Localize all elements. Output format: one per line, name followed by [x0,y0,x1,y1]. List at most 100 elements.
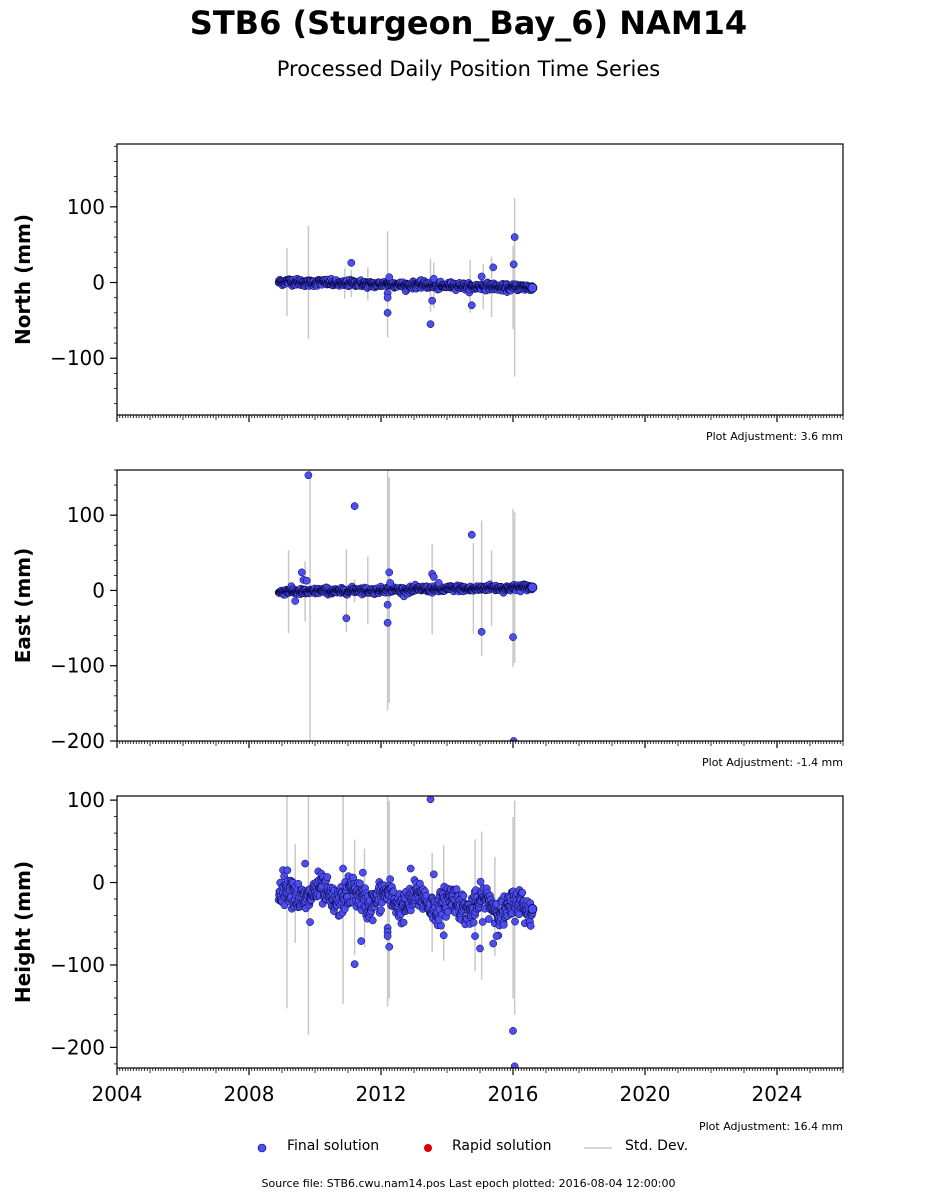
outlier-point [297,568,306,577]
last-epoch-point [527,582,538,593]
outlier-point [510,233,519,241]
y-tick-label: 0 [92,271,105,295]
axes-frame [116,469,844,742]
data-point [526,922,535,930]
panel-0: −100 0 100 North (mm) Plot Adjustment: 3.6 m… [11,143,844,443]
outlier-point [350,502,359,510]
chart-subtitle: Processed Daily Position Time Series [276,57,661,81]
y-axis-label: Height (mm) [11,861,35,1003]
outlier-point [492,932,501,940]
source-footer: Source file: STB6.cwu.nam14.pos Last epo… [261,1177,676,1190]
legend-stddev-label: Std. Dev. [625,1138,689,1154]
outlier-point [383,932,392,940]
outlier-point [386,579,395,587]
final-solution-points [274,866,537,940]
final-solution-marker-icon [257,1143,267,1153]
outlier-point [385,273,394,282]
outlier-point [489,939,498,948]
data-point [459,891,468,900]
outlier-point [471,932,479,940]
y-tick-label: −100 [50,953,105,977]
x-tick-label: 2016 [488,1082,539,1106]
final-solution-points [274,580,537,601]
plot-adjustment-note: Plot Adjustment: -1.4 mm [702,756,843,769]
outlier-point [509,633,517,641]
outlier-point [477,272,486,281]
outlier-point [510,1062,519,1068]
last-epoch-point [527,282,538,293]
data-point [478,918,487,926]
outlier-point [385,568,394,577]
last-epoch-point [527,904,538,914]
y-tick-label: 0 [92,578,105,602]
data-point [485,915,493,923]
outlier-point [350,960,359,968]
outlier-point [306,918,314,926]
x-tick-label: 2012 [356,1082,407,1106]
outlier-point [347,258,356,267]
chart-title: STB6 (Sturgeon_Bay_6) NAM14 [189,4,748,42]
data-point [518,888,527,897]
outlier-point [476,944,484,953]
outlier-point [383,308,392,317]
data-point [452,885,461,893]
outlier-point [291,597,300,605]
panel-1: −200 −100 0 100 East (mm) Plot Adjustment: -1… [11,469,844,769]
std-dev-line-icon [584,1147,612,1149]
outlier-point [477,627,486,636]
panel-2: 2004 2008 2012 2016 2020 2024 −200 −100 0 100 Heig… [11,788,844,1133]
outlier-point [429,573,438,581]
data-point [469,918,478,927]
outlier-point [301,859,309,868]
outlier-point [383,600,392,609]
outlier-point [342,614,351,623]
y-tick-label: −200 [50,1035,105,1059]
y-axis-label: East (mm) [11,548,35,664]
outlier-point [439,931,448,940]
legend-rapid-label: Rapid solution [452,1138,552,1154]
data-point [511,917,519,926]
outlier-point [426,796,435,804]
data-point [386,875,395,884]
data-point [444,907,452,916]
x-tick-label: 2008 [224,1082,275,1106]
x-tick-label: 2024 [752,1082,803,1106]
data-point [283,866,292,875]
outlier-point [434,579,443,587]
outlier-point [385,942,394,951]
legend-final-label: Final solution [287,1138,380,1154]
y-tick-label: −100 [50,654,105,678]
outlier-point [302,576,311,585]
data-point [323,873,332,881]
outlier-point [467,301,476,310]
outlier-point [467,530,476,539]
outlier-point [509,1027,517,1035]
plot-area [274,470,538,741]
y-tick-label: −200 [50,729,105,753]
y-tick-label: 0 [92,871,105,895]
outlier-point [304,471,313,480]
plot-adjustment-note: Plot Adjustment: 3.6 mm [706,430,843,443]
outlier-point [434,915,443,924]
plot-area [274,198,538,377]
y-tick-label: 100 [67,503,105,527]
plot-adjustment-note: Plot Adjustment: 16.4 mm [699,1120,843,1133]
x-tick-label: 2020 [620,1082,671,1106]
outlier-point [359,868,367,877]
rapid-solution-marker-icon [424,1144,432,1152]
data-point [476,877,485,886]
outlier-point [428,296,436,305]
outlier-point [509,260,518,269]
y-tick-label: 100 [67,788,105,812]
outlier-point [357,937,366,945]
data-point [399,918,408,927]
y-axis-label: North (mm) [11,214,35,345]
data-point [499,920,508,929]
outlier-point [339,864,347,873]
data-point [368,916,377,925]
plot-area [274,796,538,1068]
data-point [377,906,385,914]
final-solution-points [274,274,537,297]
outlier-point [429,274,438,283]
